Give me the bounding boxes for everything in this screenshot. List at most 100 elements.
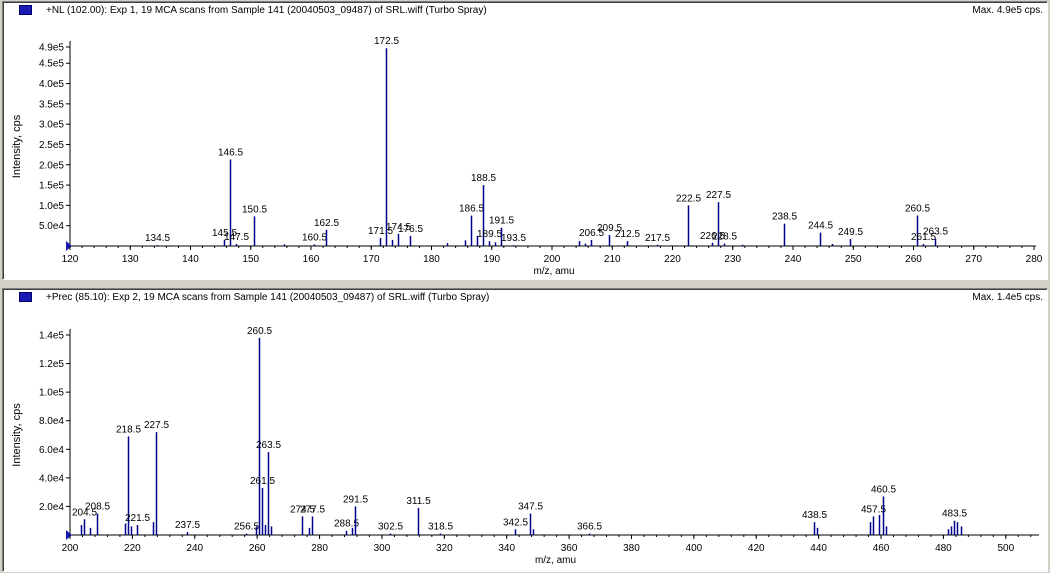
peak-label: 160.5 [302, 232, 327, 243]
x-tick-label: 190 [483, 254, 500, 265]
x-axis-label: m/z, amu [533, 266, 574, 277]
x-tick-label: 200 [62, 543, 79, 554]
peak-label: 263.5 [923, 227, 948, 238]
x-tick-label: 150 [242, 254, 259, 265]
x-tick-label: 360 [561, 543, 578, 554]
peak-label: 457.5 [861, 504, 886, 515]
peak-label: 174.5 [386, 222, 411, 233]
y-tick-label: 3.5e5 [39, 99, 64, 110]
origin-marker-icon [66, 241, 72, 251]
peak-label: 274.5 [290, 504, 315, 515]
y-tick-label: 1.2e5 [39, 359, 64, 370]
peak-label: 218.5 [116, 424, 141, 435]
peak-label: 172.5 [374, 36, 399, 47]
peak-label: 227.5 [706, 190, 731, 201]
peak-label: 208.5 [85, 502, 110, 513]
pane-select-icon[interactable] [19, 5, 32, 15]
peak-label: 171.5 [368, 226, 393, 237]
x-tick-label: 320 [436, 543, 453, 554]
peak-label: 311.5 [406, 496, 431, 507]
spectrum-pane-nl[interactable]: +NL (102.00): Exp 1, 19 MCA scans from S… [2, 1, 1048, 280]
peak-label: 212.5 [615, 229, 640, 240]
x-tick-label: 210 [604, 254, 621, 265]
x-tick-label: 240 [186, 543, 203, 554]
x-tick-label: 180 [423, 254, 440, 265]
nl-spectrum-chart[interactable]: 120 130 140 150 160 170 180 190 200 210 220 230 240 2… [3, 2, 1047, 279]
x-tick-label: 280 [311, 543, 328, 554]
y-tick-label: 1.4e5 [39, 331, 64, 342]
x-tick-label: 500 [997, 543, 1014, 554]
peak-label: 147.5 [224, 232, 249, 243]
x-tick-label: 130 [122, 254, 139, 265]
peak-label: 146.5 [218, 147, 243, 158]
peak-label: 204.5 [72, 507, 97, 518]
x-tick-label: 220 [664, 254, 681, 265]
peak-label: 176.5 [398, 224, 423, 235]
y-axis-label: Intensity, cps [11, 114, 23, 178]
peak-label: 206.5 [579, 228, 604, 239]
peak-label: 162.5 [314, 218, 339, 229]
y-tick-label: 1.0e5 [39, 388, 64, 399]
x-tick-label: 250 [845, 254, 862, 265]
x-tick-label: 240 [785, 254, 802, 265]
peak-label: 342.5 [503, 517, 528, 528]
x-tick-label: 380 [623, 543, 640, 554]
x-tick-label: 230 [724, 254, 741, 265]
peak-label: 249.5 [838, 227, 863, 238]
y-tick-label: 4.9e5 [39, 43, 64, 54]
peak-label: 237.5 [175, 520, 200, 531]
y-tick-label: 2.0e5 [39, 160, 64, 171]
peak-label: 302.5 [378, 522, 403, 533]
y-tick-label: 4.5e5 [39, 59, 64, 70]
pane-title: +NL (102.00): Exp 1, 19 MCA scans from S… [46, 5, 487, 16]
y-tick-label: 4.0e4 [39, 473, 64, 484]
x-tick-label: 260 [905, 254, 922, 265]
peak-label: 134.5 [145, 233, 170, 244]
peak-label: 189.5 [477, 229, 502, 240]
y-tick-label: 5.0e4 [39, 221, 64, 232]
x-tick-label: 220 [124, 543, 141, 554]
peak-label: 191.5 [489, 216, 514, 227]
y-tick-label: 4.0e5 [39, 79, 64, 90]
origin-marker-icon [66, 530, 72, 540]
x-tick-label: 160 [303, 254, 320, 265]
peak-label: 260.5 [247, 326, 272, 337]
pane-title: +Prec (85.10): Exp 2, 19 MCA scans from … [46, 292, 490, 303]
peak-label: 222.5 [676, 193, 701, 204]
peak-label: 263.5 [256, 440, 281, 451]
y-tick-label: 3.0e5 [39, 120, 64, 131]
pane-select-icon[interactable] [19, 292, 32, 302]
peak-label: 238.5 [772, 212, 797, 223]
y-tick-label: 2.5e5 [39, 140, 64, 151]
peak-label: 217.5 [645, 233, 670, 244]
y-tick-label: 8.0e4 [39, 416, 64, 427]
peak-label: 209.5 [597, 223, 622, 234]
x-axis-label: m/z, amu [535, 555, 576, 566]
peak-label: 145.5 [212, 228, 237, 239]
prec-spectrum-chart[interactable]: 200 220 240 260 280 300 320 340 360 380 400 420 440 4… [3, 289, 1047, 571]
peak-label: 256.5 [234, 522, 259, 533]
peak-label: 277.5 [300, 504, 325, 515]
y-tick-label: 1.0e5 [39, 201, 64, 212]
peak-label: 261.5 [911, 232, 936, 243]
x-tick-label: 170 [363, 254, 380, 265]
x-tick-label: 120 [62, 254, 79, 265]
spectrum-pane-prec[interactable]: +Prec (85.10): Exp 2, 19 MCA scans from … [2, 288, 1048, 572]
pane-header: +NL (102.00): Exp 1, 19 MCA scans from S… [3, 2, 1047, 20]
y-tick-label: 2.0e4 [39, 502, 64, 513]
peak-label: 186.5 [459, 204, 484, 215]
x-tick-label: 200 [544, 254, 561, 265]
peak-label: 288.5 [334, 519, 359, 530]
max-intensity-label: Max. 1.4e5 cps. [972, 292, 1043, 303]
peak-label: 193.5 [501, 233, 526, 244]
peak-label: 221.5 [125, 513, 150, 524]
x-tick-label: 280 [1026, 254, 1043, 265]
peak-label: 226.5 [700, 231, 725, 242]
max-intensity-label: Max. 4.9e5 cps. [972, 5, 1043, 16]
x-tick-label: 340 [498, 543, 515, 554]
peak-label: 228.5 [712, 232, 737, 243]
peak-label: 366.5 [577, 522, 602, 533]
peak-label: 483.5 [942, 509, 967, 520]
pane-header: +Prec (85.10): Exp 2, 19 MCA scans from … [3, 289, 1047, 307]
y-tick-label: 1.5e5 [39, 181, 64, 192]
